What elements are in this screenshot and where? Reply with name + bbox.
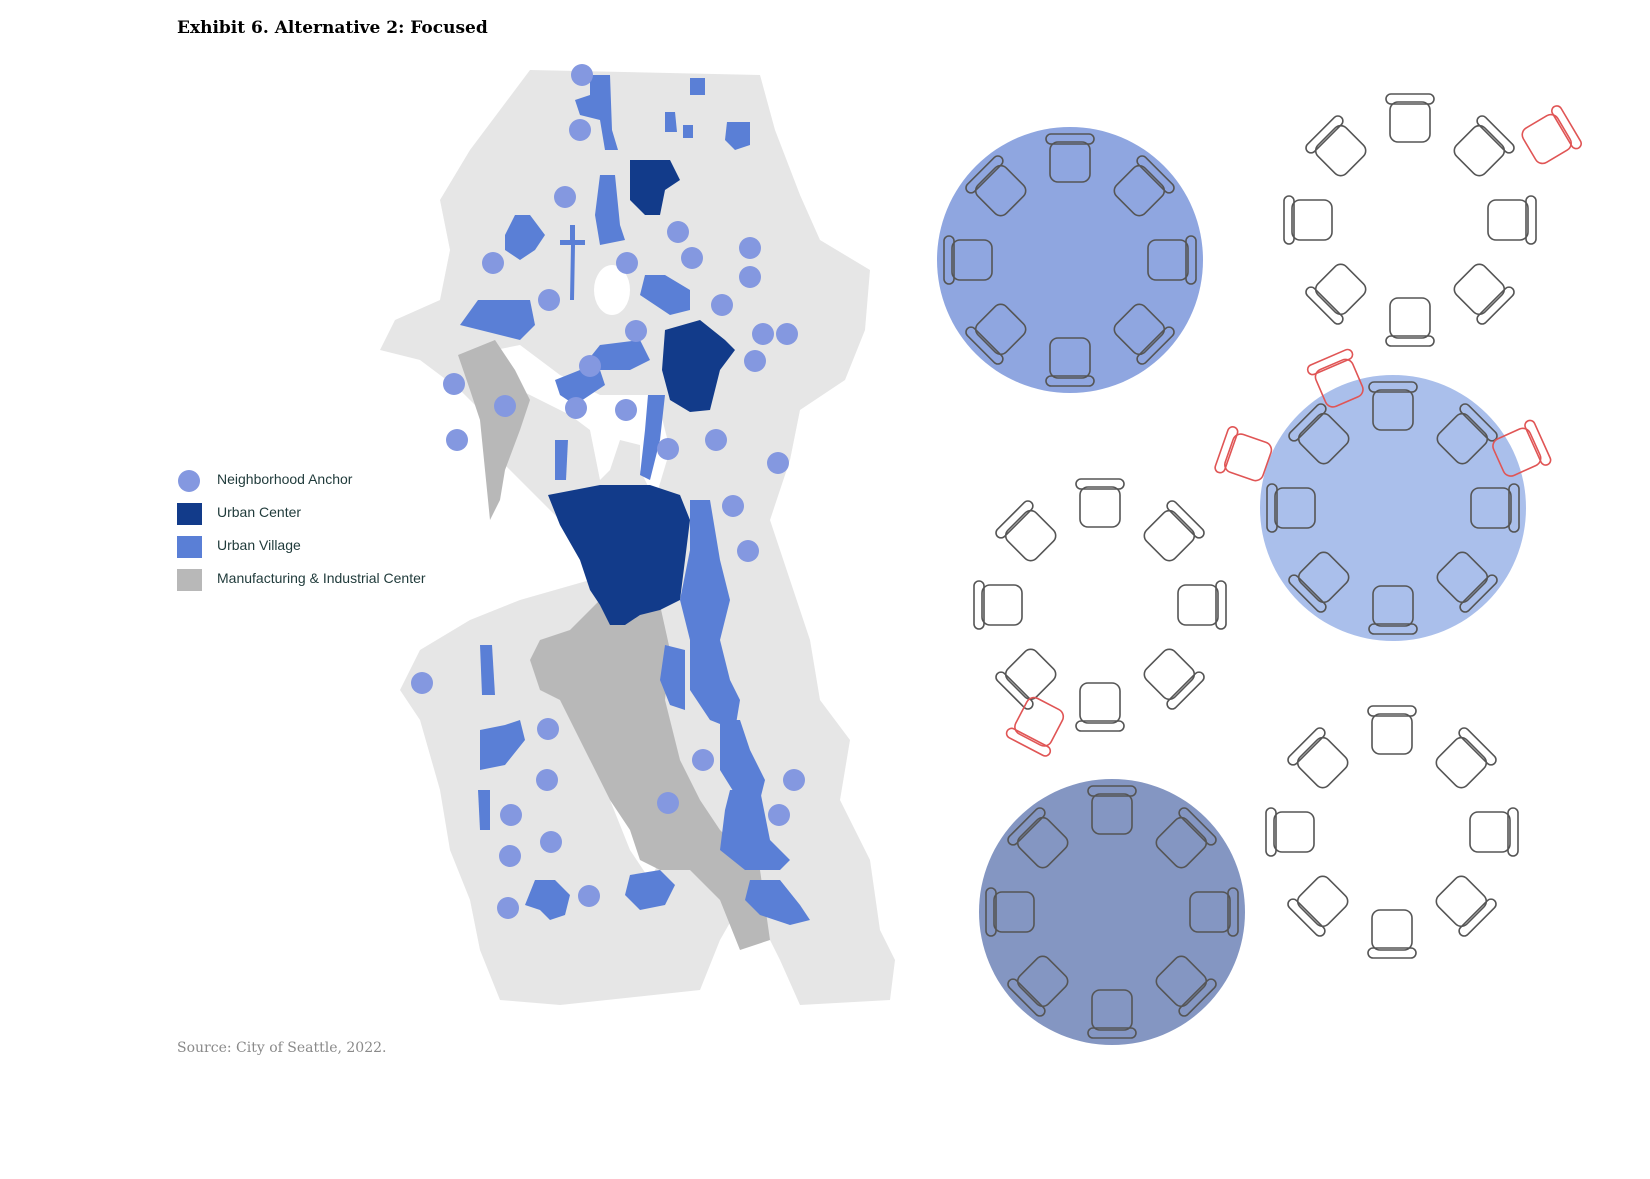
chair-icon: [1305, 263, 1367, 325]
chair-icon: [1521, 105, 1582, 165]
round-table: [1283, 93, 1582, 347]
chair-icon: [1288, 551, 1350, 613]
round-table: [979, 779, 1245, 1045]
chair-icon: [1469, 807, 1519, 857]
legend-swatch: [178, 470, 200, 492]
round-table: [1265, 705, 1519, 959]
chair-icon: [1266, 483, 1316, 533]
chair-icon: [1385, 93, 1435, 143]
chair-icon: [1367, 705, 1417, 755]
chair-icon: [973, 580, 1023, 630]
urban-center-areas: [548, 160, 735, 625]
chair-icon: [1287, 875, 1349, 937]
round-table: [973, 478, 1227, 757]
chair-icon: [943, 235, 993, 285]
round-table: [1214, 348, 1552, 641]
manufacturing-industrial-areas: [458, 340, 770, 950]
chair-icon: [1470, 483, 1520, 533]
chair-icon: [1075, 478, 1125, 528]
chair-icon: [1453, 115, 1515, 177]
legend-label: Urban Village: [217, 537, 301, 553]
chair-icon: [1147, 235, 1197, 285]
chair-icon: [965, 155, 1027, 217]
chair-icon: [995, 648, 1057, 710]
legend-label: Urban Center: [217, 504, 302, 520]
chair-icon: [1005, 696, 1065, 757]
chair-icon: [985, 887, 1035, 937]
neighborhood-anchor-dots: [411, 64, 805, 919]
chair-icon: [1189, 887, 1239, 937]
chair-icon: [1087, 785, 1137, 835]
chair-icon: [1143, 648, 1205, 710]
chair-icon: [1265, 807, 1315, 857]
chair-icon: [965, 303, 1027, 365]
chair-icon: [1113, 155, 1175, 217]
table-top: [979, 779, 1245, 1045]
table-top: [1260, 375, 1526, 641]
chair-icon: [1435, 875, 1497, 937]
chair-icon: [1435, 727, 1497, 789]
chair-icon: [1306, 348, 1364, 408]
chair-icon: [1045, 337, 1095, 387]
chair-icon: [1075, 682, 1125, 732]
legend-swatch: [177, 536, 202, 558]
chair-icon: [1436, 551, 1498, 613]
chair-icon: [1368, 381, 1418, 431]
source-note: Source: City of Seattle, 2022.: [177, 1040, 387, 1056]
chair-icon: [1385, 297, 1435, 347]
chair-icon: [1368, 585, 1418, 635]
chair-icon: [1155, 807, 1217, 869]
chair-icon: [1143, 500, 1205, 562]
chair-icon: [1305, 115, 1367, 177]
chair-icon: [1283, 195, 1333, 245]
legend-swatch: [177, 503, 202, 525]
legend-swatch: [177, 569, 202, 591]
table-overlays: [937, 93, 1582, 1045]
round-table: [937, 127, 1203, 393]
chair-icon: [1087, 989, 1137, 1039]
urban-village-areas: [460, 75, 810, 925]
legend-label: Neighborhood Anchor: [217, 471, 353, 487]
chair-icon: [1177, 580, 1227, 630]
legend-label: Manufacturing & Industrial Center: [217, 570, 426, 586]
page-title: Exhibit 6. Alternative 2: Focused: [177, 18, 488, 38]
chair-icon: [1287, 727, 1349, 789]
chair-icon: [1487, 195, 1537, 245]
chair-icon: [1367, 909, 1417, 959]
chair-icon: [1045, 133, 1095, 183]
chair-icon: [1453, 263, 1515, 325]
chair-icon: [1113, 303, 1175, 365]
chair-icon: [1155, 955, 1217, 1017]
chair-icon: [1214, 426, 1273, 482]
chair-icon: [1007, 955, 1069, 1017]
table-top: [937, 127, 1203, 393]
chair-icon: [1492, 419, 1552, 477]
chair-icon: [1007, 807, 1069, 869]
chair-icon: [1288, 403, 1350, 465]
chair-icon: [995, 500, 1057, 562]
